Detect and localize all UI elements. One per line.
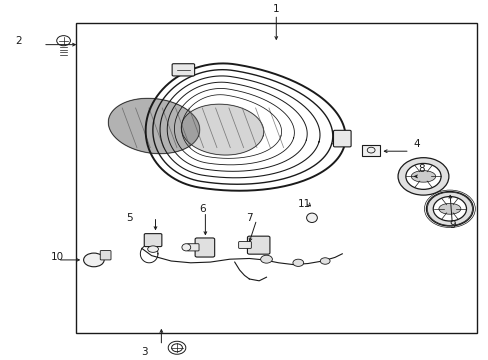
FancyBboxPatch shape [247, 236, 269, 254]
Bar [361, 145, 380, 156]
FancyBboxPatch shape [238, 242, 251, 248]
FancyBboxPatch shape [172, 64, 194, 76]
Ellipse shape [306, 213, 317, 222]
FancyBboxPatch shape [195, 238, 214, 257]
FancyBboxPatch shape [333, 130, 350, 147]
Text: 5: 5 [126, 213, 133, 223]
Ellipse shape [410, 171, 435, 182]
Ellipse shape [83, 253, 104, 267]
Ellipse shape [292, 259, 303, 266]
FancyBboxPatch shape [187, 244, 199, 251]
FancyBboxPatch shape [144, 234, 162, 247]
Polygon shape [108, 98, 199, 154]
Ellipse shape [320, 258, 329, 264]
Ellipse shape [260, 255, 272, 263]
Text: 9: 9 [448, 220, 455, 230]
Ellipse shape [182, 244, 190, 251]
Bar [76, 23, 476, 333]
Text: 1: 1 [272, 4, 279, 14]
Text: 4: 4 [412, 139, 419, 149]
Text: 11: 11 [297, 199, 310, 210]
FancyBboxPatch shape [100, 251, 111, 260]
Text: 6: 6 [199, 204, 206, 214]
Polygon shape [181, 104, 263, 155]
Text: 2: 2 [15, 36, 22, 46]
Text: 10: 10 [51, 252, 64, 262]
Ellipse shape [147, 246, 158, 252]
Text: 8: 8 [417, 164, 424, 174]
Ellipse shape [438, 203, 460, 214]
Text: 7: 7 [245, 213, 252, 223]
Text: 3: 3 [141, 347, 147, 357]
